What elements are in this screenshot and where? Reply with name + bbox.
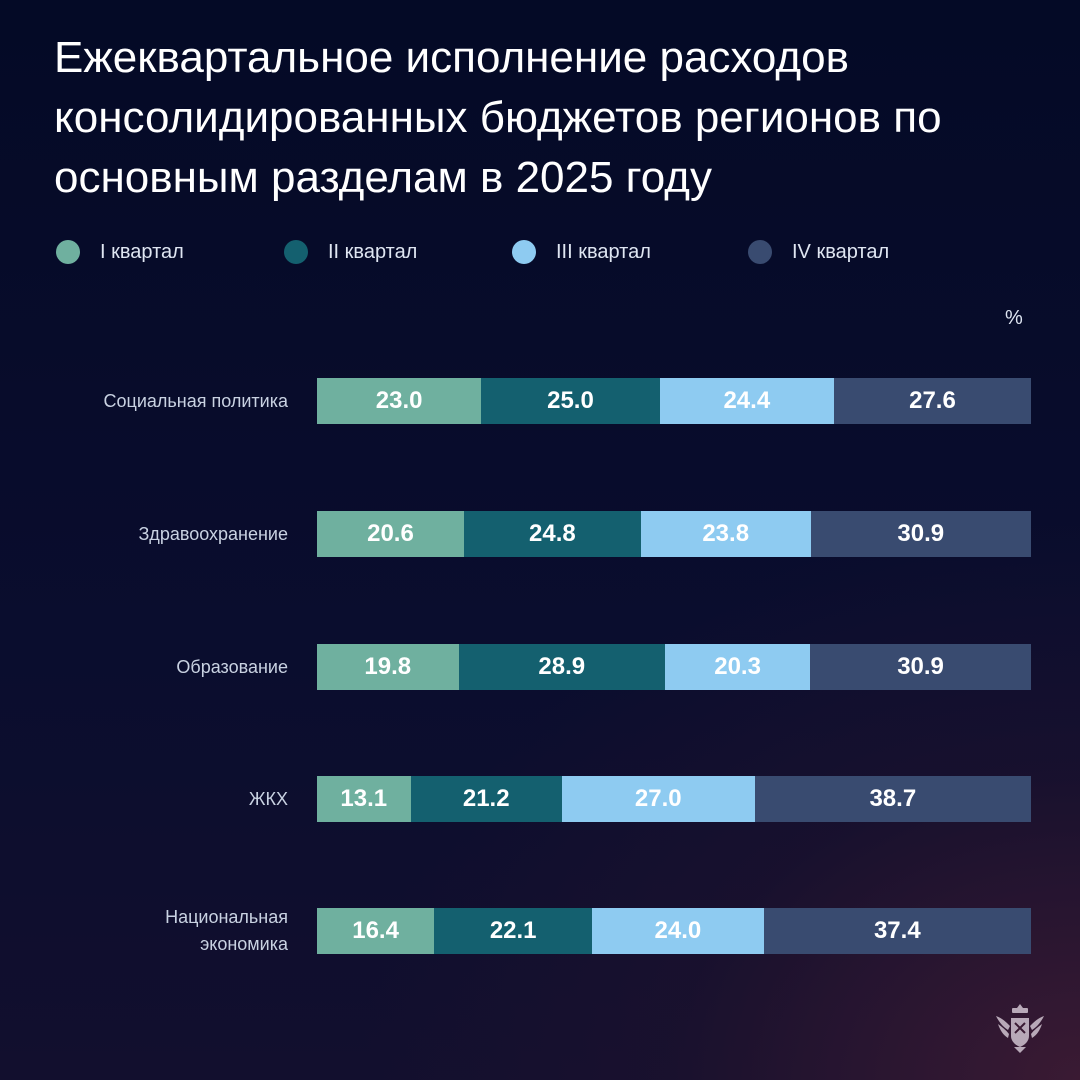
data-label: 23.0 bbox=[375, 387, 423, 414]
bar-segment: 19.8 bbox=[317, 644, 459, 690]
bar-segment: 28.9 bbox=[458, 644, 666, 690]
chart-title: Ежеквартальное исполнение расходов консо… bbox=[54, 33, 942, 202]
legend-swatch bbox=[56, 240, 80, 264]
category-label: ЖКХ bbox=[248, 788, 288, 809]
stacked-bar: 13.1 21.2 27.0 38.7 bbox=[317, 776, 1031, 822]
bar-segment: 27.0 bbox=[561, 776, 755, 822]
bar-segment: 13.1 bbox=[317, 776, 411, 822]
data-label: 38.7 bbox=[869, 785, 917, 812]
legend-swatch bbox=[512, 240, 536, 264]
stacked-bar: 23.0 25.0 24.4 27.6 bbox=[317, 378, 1031, 424]
bar-segment: 20.6 bbox=[317, 511, 464, 557]
data-label: 37.4 bbox=[873, 917, 921, 944]
stacked-bar: 16.4 22.1 24.0 37.4 bbox=[317, 908, 1031, 954]
bar-segment: 24.0 bbox=[592, 908, 764, 954]
data-label: 25.0 bbox=[547, 387, 594, 414]
emblem-logo bbox=[996, 1004, 1044, 1053]
data-label: 30.9 bbox=[897, 653, 944, 680]
data-label: 19.8 bbox=[364, 653, 412, 680]
category-label: Социальная политика bbox=[103, 390, 288, 411]
legend-label: III квартал bbox=[556, 240, 651, 263]
legend-label: II квартал bbox=[328, 240, 418, 263]
legend-item: I квартал bbox=[56, 240, 184, 264]
legend-swatch bbox=[748, 240, 772, 264]
data-label: 13.1 bbox=[340, 785, 388, 812]
bar-segment: 27.6 bbox=[833, 378, 1031, 424]
bar-segment: 38.7 bbox=[754, 776, 1031, 822]
data-label: 24.4 bbox=[723, 387, 771, 414]
legend: I квартал II квартал III квартал IV квартал bbox=[56, 240, 956, 270]
legend-label: IV квартал bbox=[792, 240, 890, 263]
legend-item: IV квартал bbox=[748, 240, 889, 264]
legend-item: II квартал bbox=[284, 240, 417, 264]
stacked-bar: 20.6 24.8 23.8 30.9 bbox=[317, 511, 1031, 557]
legend-swatch bbox=[284, 240, 308, 264]
data-label: 22.1 bbox=[489, 917, 537, 944]
bar-segment: 24.8 bbox=[463, 511, 641, 557]
data-label: 30.9 bbox=[897, 520, 945, 547]
data-label: 23.8 bbox=[702, 520, 750, 547]
data-label: 24.0 bbox=[654, 917, 702, 944]
data-label: 24.8 bbox=[529, 520, 576, 547]
stacked-bar: 19.8 28.9 20.3 30.9 bbox=[317, 644, 1031, 690]
bar-segment: 23.0 bbox=[317, 378, 482, 424]
legend-label: I квартал bbox=[100, 240, 184, 263]
bar-segment: 25.0 bbox=[481, 378, 660, 424]
data-label: 27.0 bbox=[634, 785, 682, 812]
category-label: Образование bbox=[176, 656, 288, 677]
data-label: 16.4 bbox=[352, 917, 399, 944]
category-label: Здравоохранение bbox=[138, 523, 288, 544]
data-label: 27.6 bbox=[909, 387, 956, 414]
bar-segment: 24.4 bbox=[659, 378, 834, 424]
bar-segment: 37.4 bbox=[763, 908, 1031, 954]
bar-segment: 16.4 bbox=[317, 908, 435, 954]
bar-segment: 23.8 bbox=[640, 511, 811, 557]
unit-label: % bbox=[1005, 307, 1023, 329]
bar-segment: 20.3 bbox=[665, 644, 811, 690]
legend-item: III квартал bbox=[512, 240, 651, 264]
bar-segment: 30.9 bbox=[810, 644, 1031, 690]
bar-segment: 30.9 bbox=[810, 511, 1031, 557]
bar-segment: 21.2 bbox=[410, 776, 562, 822]
data-label: 21.2 bbox=[462, 785, 510, 812]
data-label: 20.3 bbox=[714, 653, 761, 680]
data-label: 20.6 bbox=[367, 520, 414, 547]
category-label: Национальная экономика bbox=[165, 907, 288, 954]
data-label: 28.9 bbox=[538, 653, 586, 680]
bar-segment: 22.1 bbox=[434, 908, 593, 954]
